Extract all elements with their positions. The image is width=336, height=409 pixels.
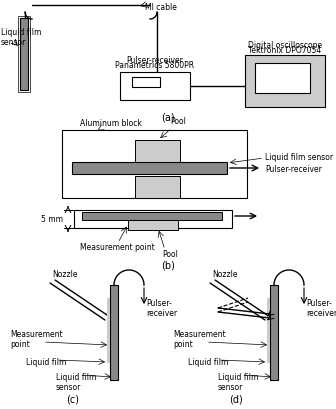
Bar xyxy=(270,285,278,380)
Text: (a): (a) xyxy=(161,113,175,123)
Text: Measurement
point: Measurement point xyxy=(10,330,62,349)
Bar xyxy=(135,176,180,198)
Text: Aluminum block: Aluminum block xyxy=(80,119,142,128)
Bar xyxy=(107,298,110,363)
Text: Liquid film: Liquid film xyxy=(188,358,228,367)
Text: (c): (c) xyxy=(67,395,80,405)
Bar xyxy=(135,140,180,162)
Text: Pulser-receiver: Pulser-receiver xyxy=(127,56,183,65)
Text: Digital oscilloscope: Digital oscilloscope xyxy=(248,41,322,50)
Bar xyxy=(20,18,28,90)
Bar xyxy=(245,55,325,107)
Text: Pool: Pool xyxy=(170,117,186,126)
Text: 5 mm: 5 mm xyxy=(41,214,63,223)
Text: MI cable: MI cable xyxy=(145,3,177,12)
Text: Measurement point: Measurement point xyxy=(80,243,155,252)
Text: Pulser-receiver: Pulser-receiver xyxy=(265,166,322,175)
Text: (b): (b) xyxy=(161,260,175,270)
Text: Liquid film
sensor: Liquid film sensor xyxy=(1,28,41,47)
Text: Liquid film sensor: Liquid film sensor xyxy=(265,153,333,162)
Bar xyxy=(120,72,190,100)
Bar xyxy=(132,77,160,87)
Text: Liquid film: Liquid film xyxy=(26,358,67,367)
Bar xyxy=(110,285,118,380)
Bar xyxy=(62,130,247,198)
Bar xyxy=(82,212,222,220)
Text: Pool: Pool xyxy=(162,250,178,259)
Text: Nozzle: Nozzle xyxy=(212,270,238,279)
Bar xyxy=(128,220,178,230)
Bar xyxy=(74,210,232,228)
Text: Tektronix DPO7054: Tektronix DPO7054 xyxy=(248,46,322,55)
Text: Panametrics 5800PR: Panametrics 5800PR xyxy=(116,61,195,70)
Text: Measurement
point: Measurement point xyxy=(173,330,226,349)
Text: (d): (d) xyxy=(229,395,243,405)
Bar xyxy=(255,63,310,93)
Bar xyxy=(18,16,30,92)
Bar xyxy=(72,162,227,174)
Text: Nozzle: Nozzle xyxy=(52,270,78,279)
Text: Pulser-
receiver: Pulser- receiver xyxy=(306,299,336,318)
Bar xyxy=(267,298,270,363)
Text: Pulser-
receiver: Pulser- receiver xyxy=(146,299,177,318)
Text: Liquid film
sensor: Liquid film sensor xyxy=(56,373,96,392)
Text: Liquid film
sensor: Liquid film sensor xyxy=(218,373,258,392)
